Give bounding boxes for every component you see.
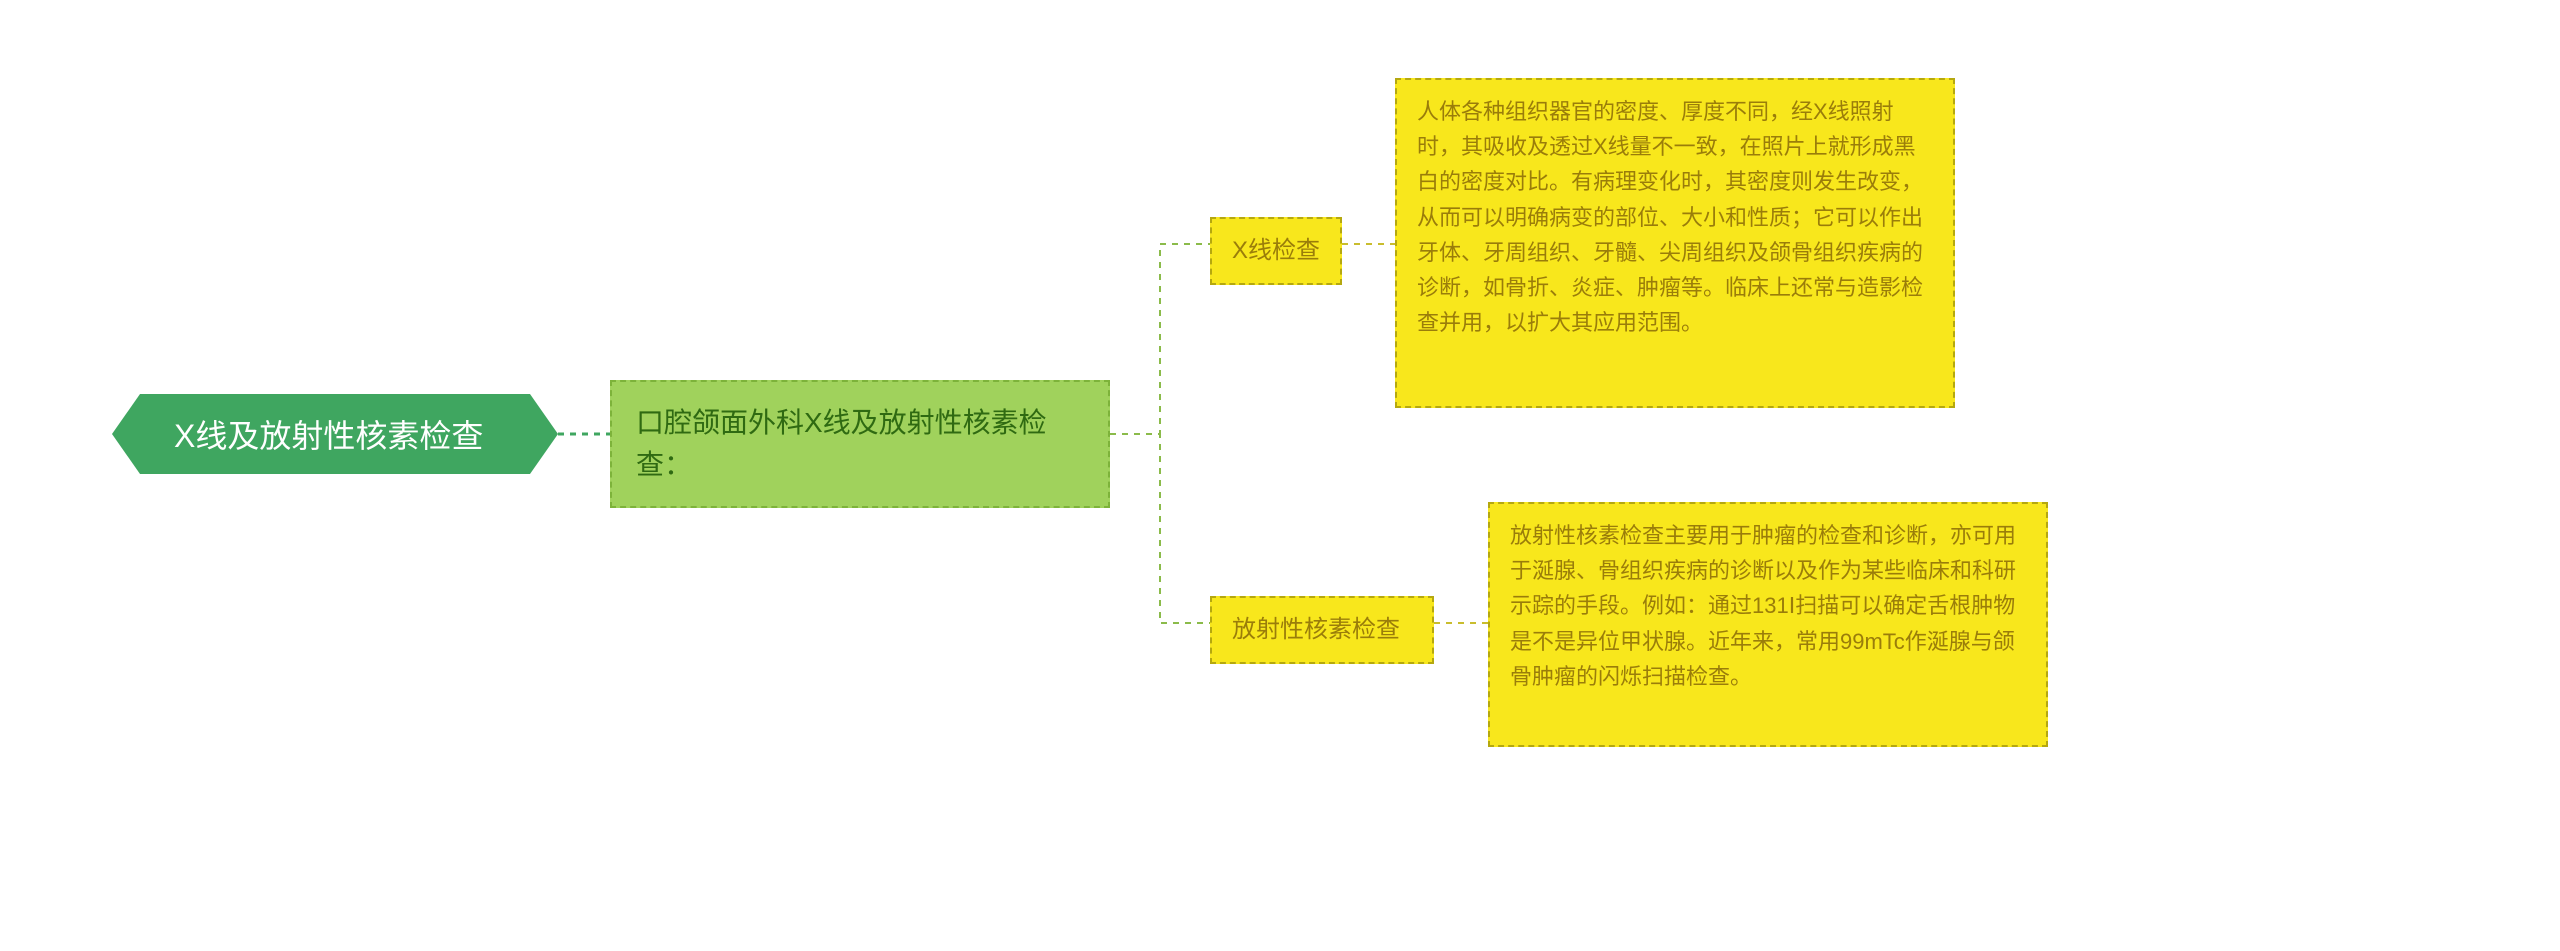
branch-0-desc-text: 人体各种组织器官的密度、厚度不同，经X线照射时，其吸收及透过X线量不一致，在照片… [1417, 99, 1923, 335]
level1-node: 口腔颌面外科X线及放射性核素检查： [610, 380, 1110, 508]
root-label: X线及放射性核素检查 [174, 411, 483, 457]
level1-label: 口腔颌面外科X线及放射性核素检查： [636, 407, 1047, 480]
branch-0-desc: 人体各种组织器官的密度、厚度不同，经X线照射时，其吸收及透过X线量不一致，在照片… [1395, 78, 1955, 408]
root-node: X线及放射性核素检查 [140, 394, 530, 474]
branch-1-title-label: 放射性核素检查 [1232, 616, 1400, 643]
mindmap-canvas: X线及放射性核素检查 口腔颌面外科X线及放射性核素检查： X线检查 人体各种组织… [0, 0, 2560, 951]
branch-0-title: X线检查 [1210, 217, 1342, 285]
branch-1-desc: 放射性核素检查主要用于肿瘤的检查和诊断，亦可用于涎腺、骨组织疾病的诊断以及作为某… [1488, 502, 2048, 747]
connector-layer [0, 0, 2560, 951]
branch-1-desc-text: 放射性核素检查主要用于肿瘤的检查和诊断，亦可用于涎腺、骨组织疾病的诊断以及作为某… [1510, 523, 2016, 689]
branch-0-title-label: X线检查 [1232, 237, 1320, 264]
branch-1-title: 放射性核素检查 [1210, 596, 1434, 664]
